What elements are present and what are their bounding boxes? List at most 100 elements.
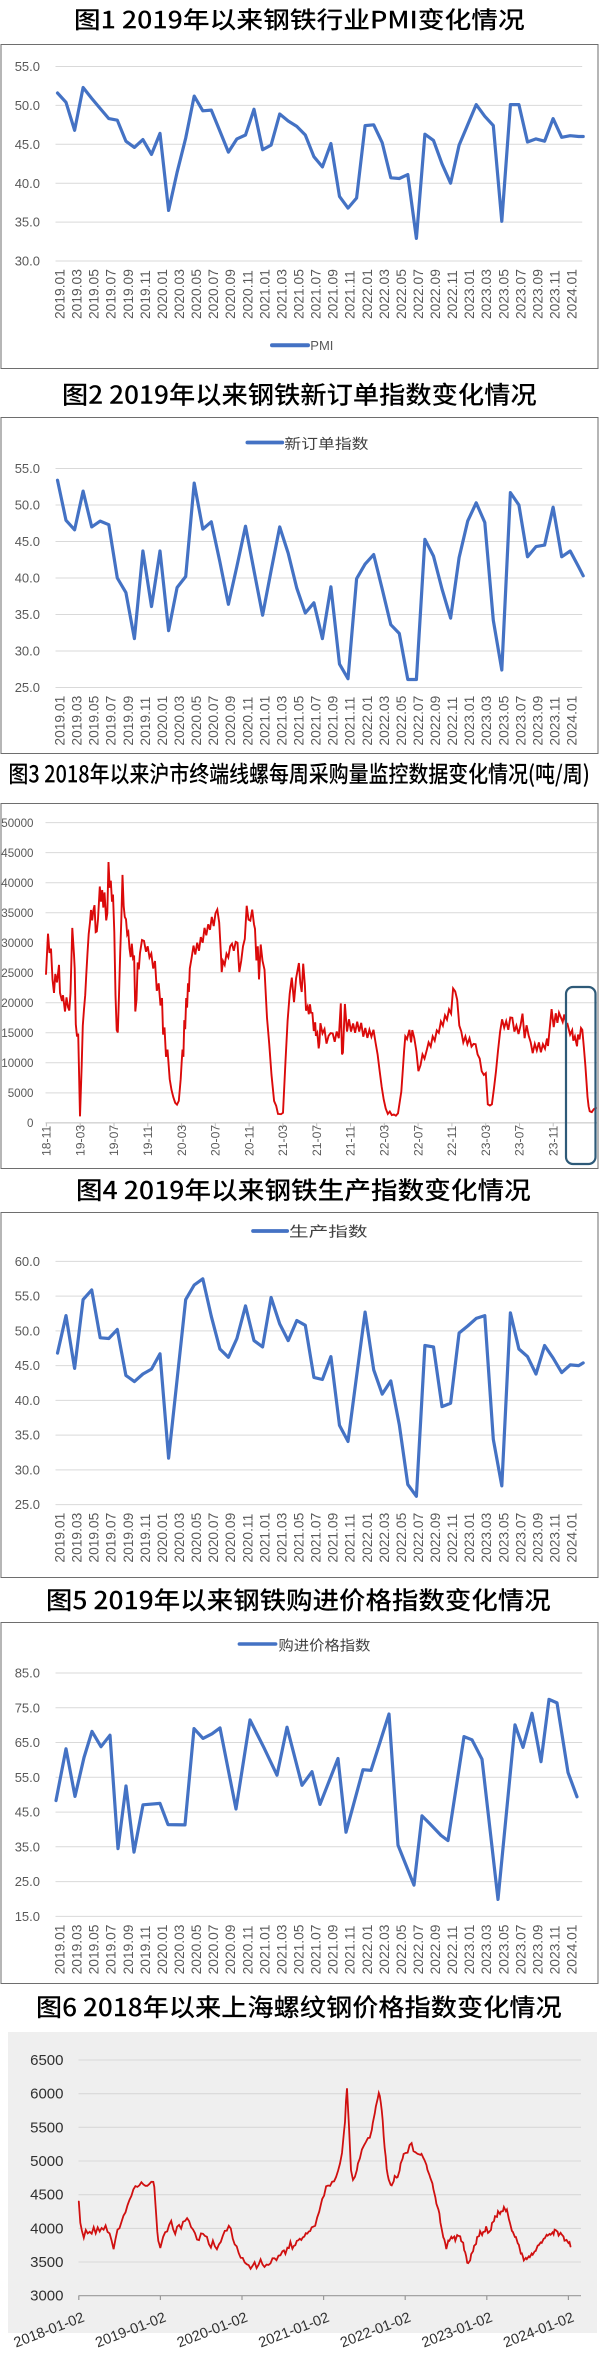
svg-text:23-11: 23-11: [547, 1126, 561, 1156]
svg-text:19-03: 19-03: [73, 1125, 87, 1156]
svg-text:2022.07: 2022.07: [411, 696, 426, 746]
svg-text:22-07: 22-07: [411, 1125, 425, 1156]
svg-text:50.0: 50.0: [15, 498, 40, 513]
svg-text:2022.07: 2022.07: [411, 269, 426, 319]
svg-text:2019.05: 2019.05: [87, 1512, 102, 1562]
svg-text:40.0: 40.0: [15, 1393, 40, 1408]
svg-text:2023.09: 2023.09: [531, 269, 546, 319]
svg-text:23-07: 23-07: [513, 1125, 527, 1156]
svg-text:4000: 4000: [30, 2220, 63, 2237]
svg-text:2019.09: 2019.09: [121, 695, 136, 745]
svg-text:2020.05: 2020.05: [189, 269, 204, 319]
svg-text:2019.01: 2019.01: [53, 269, 68, 319]
svg-text:55.0: 55.0: [15, 59, 40, 74]
svg-text:2021.01: 2021.01: [257, 696, 272, 746]
svg-text:2022.05: 2022.05: [394, 1924, 409, 1974]
svg-text:30.0: 30.0: [15, 644, 40, 659]
svg-text:2019.11: 2019.11: [138, 697, 153, 746]
svg-text:2021.09: 2021.09: [326, 695, 341, 745]
svg-text:2022.03: 2022.03: [377, 269, 392, 319]
svg-text:2024.01: 2024.01: [565, 269, 580, 319]
svg-text:2024.01: 2024.01: [565, 1925, 580, 1975]
svg-text:2021.07: 2021.07: [309, 696, 324, 746]
svg-text:35000: 35000: [1, 907, 33, 920]
svg-text:30.0: 30.0: [15, 1463, 40, 1478]
svg-text:2019.05: 2019.05: [87, 695, 102, 745]
svg-text:2019.11: 2019.11: [138, 1926, 153, 1975]
svg-text:2019.11: 2019.11: [138, 270, 153, 319]
svg-text:35.0: 35.0: [15, 607, 40, 622]
svg-text:2019.03: 2019.03: [70, 1512, 85, 1562]
svg-text:2021.07: 2021.07: [309, 1513, 324, 1563]
svg-text:2024.01: 2024.01: [565, 1513, 580, 1563]
svg-text:2019.11: 2019.11: [138, 1514, 153, 1563]
svg-text:2024.01: 2024.01: [565, 696, 580, 746]
svg-text:2023.11: 2023.11: [548, 1926, 563, 1975]
svg-text:2023.03: 2023.03: [479, 1924, 494, 1974]
svg-text:2023.03: 2023.03: [479, 1512, 494, 1562]
svg-text:45.0: 45.0: [15, 534, 40, 549]
svg-text:2021.01: 2021.01: [257, 1925, 272, 1975]
svg-text:2019.03: 2019.03: [70, 269, 85, 319]
svg-text:65.0: 65.0: [15, 1735, 40, 1750]
svg-text:3500: 3500: [30, 2254, 63, 2271]
svg-text:55.0: 55.0: [15, 1770, 40, 1785]
svg-text:2020.01: 2020.01: [155, 269, 170, 319]
svg-text:2019.07: 2019.07: [104, 269, 119, 319]
svg-text:2023.01: 2023.01: [462, 269, 477, 319]
svg-text:5500: 5500: [30, 2119, 63, 2136]
svg-text:2023.05: 2023.05: [496, 1512, 511, 1562]
svg-text:2023.09: 2023.09: [531, 695, 546, 745]
svg-text:50.0: 50.0: [15, 1324, 40, 1339]
svg-text:85.0: 85.0: [15, 1666, 40, 1681]
svg-text:2021.05: 2021.05: [292, 1512, 307, 1562]
svg-text:2021.09: 2021.09: [326, 269, 341, 319]
svg-text:2020.05: 2020.05: [189, 1512, 204, 1562]
svg-text:2020.03: 2020.03: [172, 695, 187, 745]
svg-text:2021.05: 2021.05: [292, 1924, 307, 1974]
svg-text:2020.07: 2020.07: [206, 696, 221, 746]
svg-text:23-03: 23-03: [479, 1125, 493, 1156]
svg-text:2021.07: 2021.07: [309, 1925, 324, 1975]
svg-text:20-07: 20-07: [209, 1125, 223, 1156]
svg-text:2022.09: 2022.09: [428, 695, 443, 745]
svg-text:2020.03: 2020.03: [172, 269, 187, 319]
svg-text:25000: 25000: [1, 967, 33, 980]
svg-text:2023.03: 2023.03: [479, 269, 494, 319]
svg-text:2020.01: 2020.01: [155, 1513, 170, 1563]
svg-text:2023.11: 2023.11: [548, 270, 563, 319]
svg-text:2020.05: 2020.05: [189, 695, 204, 745]
svg-text:21-11: 21-11: [344, 1126, 358, 1156]
svg-text:20000: 20000: [1, 997, 33, 1010]
svg-text:2021.11: 2021.11: [343, 270, 358, 319]
svg-text:19-07: 19-07: [107, 1125, 121, 1156]
svg-text:2019.01: 2019.01: [53, 1513, 68, 1563]
svg-text:6500: 6500: [30, 2052, 63, 2069]
svg-text:21-07: 21-07: [310, 1125, 324, 1156]
svg-text:2022.01: 2022.01: [360, 1513, 375, 1563]
svg-text:2019.05: 2019.05: [87, 1924, 102, 1974]
svg-text:21-03: 21-03: [276, 1125, 290, 1156]
svg-text:45.0: 45.0: [15, 1805, 40, 1820]
svg-text:2023.11: 2023.11: [548, 697, 563, 746]
svg-text:45.0: 45.0: [15, 1358, 40, 1373]
svg-text:10000: 10000: [1, 1057, 33, 1070]
svg-text:2021.01: 2021.01: [257, 1513, 272, 1563]
svg-text:2022.03: 2022.03: [377, 1512, 392, 1562]
svg-text:22-03: 22-03: [378, 1125, 392, 1156]
svg-text:2022.09: 2022.09: [428, 1924, 443, 1974]
svg-text:2023.09: 2023.09: [531, 1924, 546, 1974]
svg-text:2021.09: 2021.09: [326, 1924, 341, 1974]
svg-text:2022.11: 2022.11: [445, 1514, 460, 1563]
svg-text:2021.03: 2021.03: [274, 695, 289, 745]
svg-text:2021.01: 2021.01: [257, 269, 272, 319]
svg-text:2019.07: 2019.07: [104, 696, 119, 746]
svg-text:2022.09: 2022.09: [428, 269, 443, 319]
svg-text:5000: 5000: [30, 2153, 63, 2170]
svg-text:2019.01: 2019.01: [53, 1925, 68, 1975]
svg-text:2023.07: 2023.07: [513, 1513, 528, 1563]
svg-text:2023.05: 2023.05: [496, 695, 511, 745]
svg-text:2022.01: 2022.01: [360, 696, 375, 746]
svg-text:20-03: 20-03: [175, 1125, 189, 1156]
svg-text:2022.05: 2022.05: [394, 695, 409, 745]
